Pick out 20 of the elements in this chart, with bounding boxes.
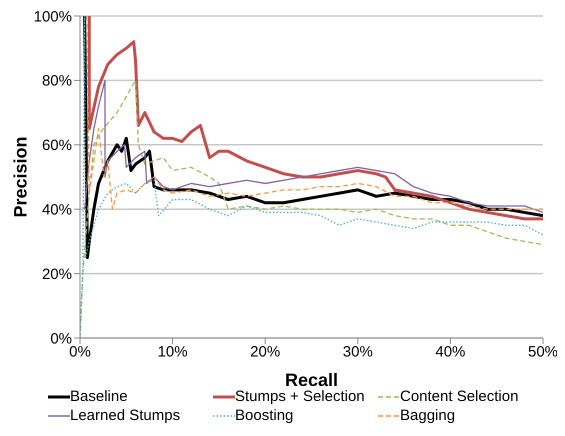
legend-label: Boosting xyxy=(235,407,294,424)
legend-label: Content Selection xyxy=(400,388,518,405)
y-tick-label: 80% xyxy=(42,72,72,90)
y-tick-label: 20% xyxy=(42,266,72,283)
y-tick-label: 60% xyxy=(42,137,72,154)
x-tick-label: 30% xyxy=(342,344,373,361)
y-tick-label: 0% xyxy=(50,330,72,348)
legend-label: Baseline xyxy=(70,388,128,405)
y-axis-title: Precision xyxy=(10,136,30,218)
x-tick-label: 0% xyxy=(69,344,91,361)
legend-label: Stumps + Selection xyxy=(235,388,365,405)
legend-label: Learned Stumps xyxy=(70,407,180,424)
x-tick-label: 20% xyxy=(250,344,280,361)
x-tick-label: 40% xyxy=(435,344,466,361)
legend-label: Bagging xyxy=(400,407,456,424)
y-tick-label: 100% xyxy=(34,8,72,26)
x-tick-label: 10% xyxy=(158,344,188,361)
x-axis-title: Recall xyxy=(284,370,338,390)
line-series xyxy=(84,80,543,214)
y-tick-label: 40% xyxy=(42,202,72,219)
